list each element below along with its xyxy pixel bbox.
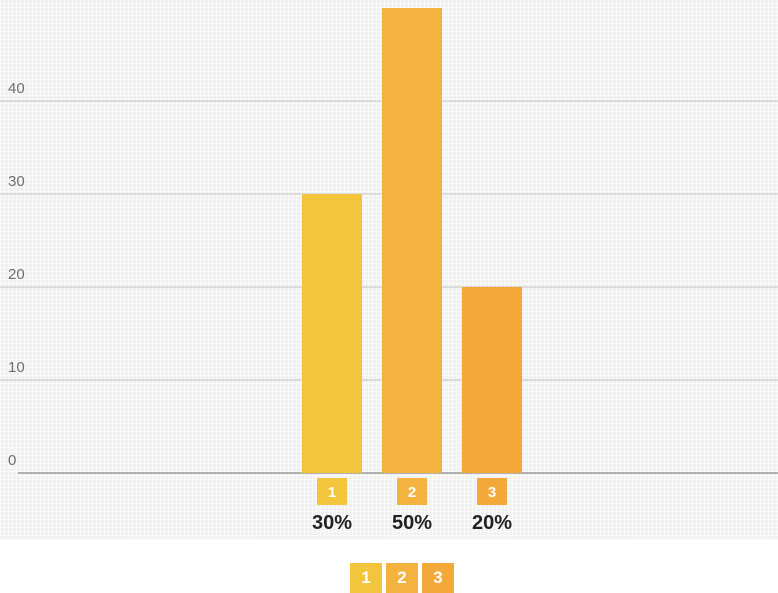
category-badge-3 (477, 478, 507, 505)
data-label-3: 20% (472, 512, 512, 534)
bar-1 (302, 194, 362, 473)
bar-2 (382, 8, 442, 473)
category-badge-1 (317, 478, 347, 505)
legend: 1 2 3 (350, 563, 454, 593)
y-tick-label-0: 0 (8, 452, 16, 469)
x-tick-label-2: 2 (408, 484, 416, 501)
legend-item-1: 1 (350, 563, 382, 593)
y-tick-label-10: 10 (8, 359, 25, 376)
y-tick-label-30: 30 (8, 173, 25, 190)
bar-chart: 0 10 20 30 40 1 30% 2 50% 3 20% (0, 8, 778, 534)
bar-3 (462, 287, 522, 473)
category-badge-2 (397, 478, 427, 505)
x-tick-label-1: 1 (328, 484, 336, 501)
legend-item-3: 3 (422, 563, 454, 593)
y-tick-label-40: 40 (8, 80, 25, 97)
data-label-1: 30% (312, 512, 352, 534)
legend-item-2: 2 (386, 563, 418, 593)
x-tick-label-3: 3 (488, 484, 496, 501)
data-label-2: 50% (392, 512, 432, 534)
y-tick-label-20: 20 (8, 266, 25, 283)
